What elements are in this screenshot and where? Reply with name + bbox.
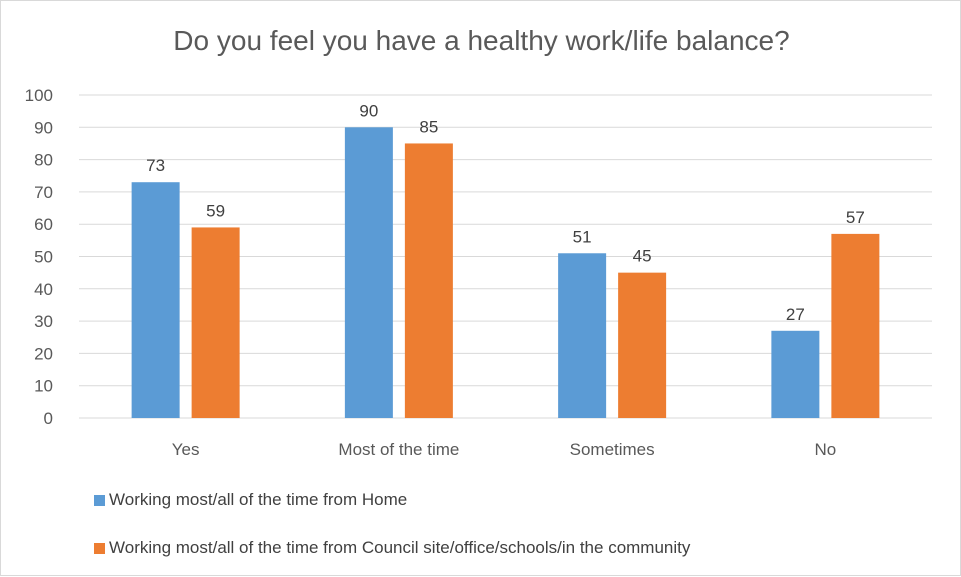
legend-item-home: Working most/all of the time from Home [94, 490, 407, 510]
legend-label-home: Working most/all of the time from Home [109, 490, 408, 509]
data-label: 73 [146, 156, 165, 175]
legend-swatch-home [94, 494, 105, 506]
y-tick-label: 90 [34, 118, 53, 137]
y-tick-label: 80 [34, 151, 53, 170]
bar [131, 182, 180, 418]
y-tick-label: 60 [34, 215, 53, 234]
y-tick-label: 50 [34, 248, 53, 267]
x-tick-label: No [815, 440, 837, 459]
bar [404, 143, 453, 418]
bar [618, 272, 667, 418]
data-label: 57 [846, 208, 865, 227]
y-tick-label: 100 [25, 86, 53, 105]
y-tick-label: 30 [34, 312, 53, 331]
chart-title: Do you feel you have a healthy work/life… [173, 25, 790, 56]
y-tick-label: 70 [34, 183, 53, 202]
bar [771, 330, 820, 418]
data-label: 45 [633, 247, 652, 266]
bar [191, 227, 240, 418]
data-label: 59 [206, 201, 225, 220]
legend-swatch-council [94, 542, 105, 554]
x-tick-label: Most of the time [338, 440, 459, 459]
data-label: 27 [786, 305, 805, 324]
bar [558, 253, 607, 418]
data-label: 51 [573, 227, 592, 246]
legend-item-council: Working most/all of the time from Counci… [94, 538, 690, 558]
legend-label-council: Working most/all of the time from Counci… [109, 538, 691, 557]
y-tick-label: 10 [34, 377, 53, 396]
data-label: 90 [359, 101, 378, 120]
y-tick-label: 40 [34, 280, 53, 299]
bar [344, 127, 393, 419]
data-label: 85 [419, 117, 438, 136]
y-tick-label: 0 [44, 409, 53, 428]
x-tick-label: Sometimes [570, 440, 655, 459]
y-tick-label: 20 [34, 344, 53, 363]
bar [831, 233, 880, 418]
x-tick-label: Yes [172, 440, 200, 459]
